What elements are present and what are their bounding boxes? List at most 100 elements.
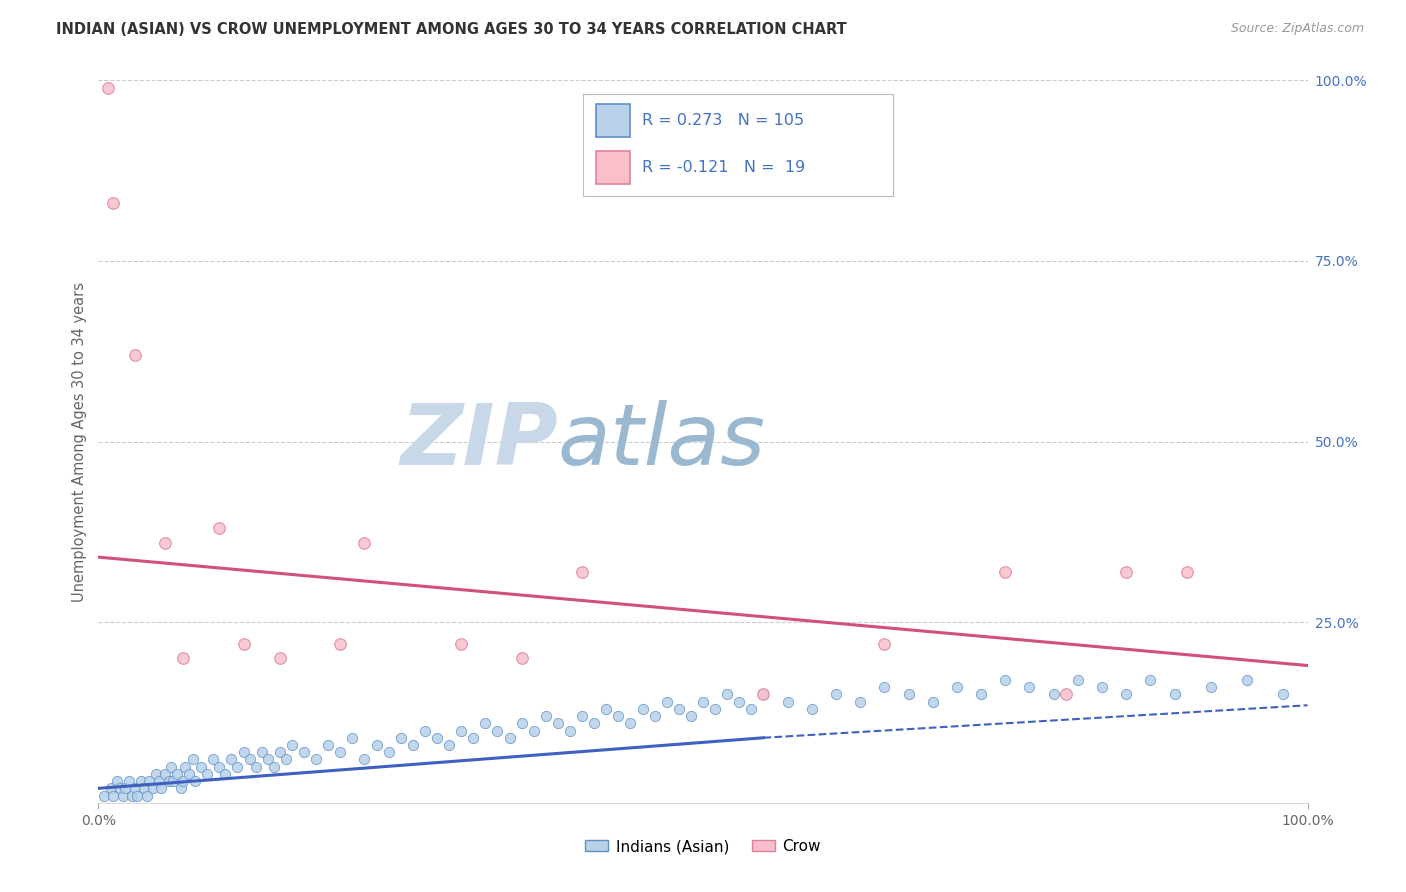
Point: [486, 723, 509, 738]
Point: [607, 709, 630, 723]
FancyBboxPatch shape: [596, 151, 630, 184]
Point: [752, 687, 775, 701]
Point: [118, 774, 141, 789]
Point: [946, 680, 969, 694]
Point: [184, 774, 207, 789]
Point: [619, 716, 641, 731]
Point: [105, 774, 128, 789]
Point: [1139, 673, 1161, 687]
Point: [668, 702, 690, 716]
Point: [256, 752, 278, 766]
Point: [377, 745, 399, 759]
Point: [138, 774, 160, 789]
Point: [437, 738, 460, 752]
Point: [111, 789, 134, 803]
Point: [153, 535, 176, 549]
Point: [994, 565, 1017, 579]
Point: [873, 637, 896, 651]
Point: [1236, 673, 1258, 687]
Point: [776, 695, 799, 709]
Point: [498, 731, 520, 745]
Text: atlas: atlas: [558, 400, 766, 483]
Point: [510, 651, 533, 665]
Point: [269, 745, 291, 759]
Point: [239, 752, 262, 766]
Point: [245, 760, 267, 774]
Point: [101, 196, 124, 211]
Point: [281, 738, 304, 752]
Point: [269, 651, 291, 665]
Point: [135, 789, 157, 803]
Point: [716, 687, 738, 701]
Point: [316, 738, 339, 752]
Point: [353, 752, 375, 766]
Point: [547, 716, 569, 731]
Point: [1054, 687, 1077, 701]
Point: [190, 760, 212, 774]
Text: ZIP: ZIP: [401, 400, 558, 483]
Point: [172, 651, 194, 665]
Point: [232, 637, 254, 651]
Point: [129, 774, 152, 789]
Point: [127, 789, 149, 803]
Point: [583, 716, 606, 731]
Point: [108, 781, 131, 796]
Point: [208, 760, 231, 774]
Point: [631, 702, 654, 716]
Point: [595, 702, 617, 716]
Point: [179, 767, 201, 781]
Point: [450, 723, 472, 738]
Point: [1091, 680, 1114, 694]
Point: [166, 767, 188, 781]
Point: [474, 716, 496, 731]
Point: [214, 767, 236, 781]
Point: [1175, 565, 1198, 579]
Point: [450, 637, 472, 651]
Point: [329, 745, 352, 759]
Point: [202, 752, 225, 766]
Point: [558, 723, 581, 738]
Point: [195, 767, 218, 781]
Point: [292, 745, 315, 759]
Point: [124, 348, 146, 362]
Point: [970, 687, 993, 701]
Point: [389, 731, 412, 745]
Point: [162, 774, 184, 789]
Point: [728, 695, 751, 709]
Point: [366, 738, 388, 752]
Point: [263, 760, 285, 774]
Point: [571, 709, 593, 723]
Point: [145, 767, 167, 781]
Point: [353, 535, 375, 549]
FancyBboxPatch shape: [596, 104, 630, 136]
Point: [226, 760, 249, 774]
Point: [413, 723, 436, 738]
Point: [274, 752, 297, 766]
Point: [644, 709, 666, 723]
Point: [208, 521, 231, 535]
Point: [134, 781, 156, 796]
Text: INDIAN (ASIAN) VS CROW UNEMPLOYMENT AMONG AGES 30 TO 34 YEARS CORRELATION CHART: INDIAN (ASIAN) VS CROW UNEMPLOYMENT AMON…: [56, 22, 846, 37]
Point: [305, 752, 328, 766]
Point: [571, 565, 593, 579]
Point: [181, 752, 204, 766]
Point: [463, 731, 485, 745]
Point: [740, 702, 762, 716]
Point: [921, 695, 943, 709]
Point: [534, 709, 557, 723]
Point: [342, 731, 364, 745]
Legend: Indians (Asian), Crow: Indians (Asian), Crow: [579, 833, 827, 860]
Point: [121, 789, 143, 803]
Point: [250, 745, 273, 759]
Point: [100, 781, 122, 796]
Point: [510, 716, 533, 731]
Point: [825, 687, 848, 701]
Y-axis label: Unemployment Among Ages 30 to 34 years: Unemployment Among Ages 30 to 34 years: [72, 282, 87, 601]
Point: [752, 687, 775, 701]
Point: [873, 680, 896, 694]
Point: [101, 789, 124, 803]
Point: [172, 774, 194, 789]
Point: [142, 781, 165, 796]
Point: [1163, 687, 1185, 701]
Point: [704, 702, 727, 716]
